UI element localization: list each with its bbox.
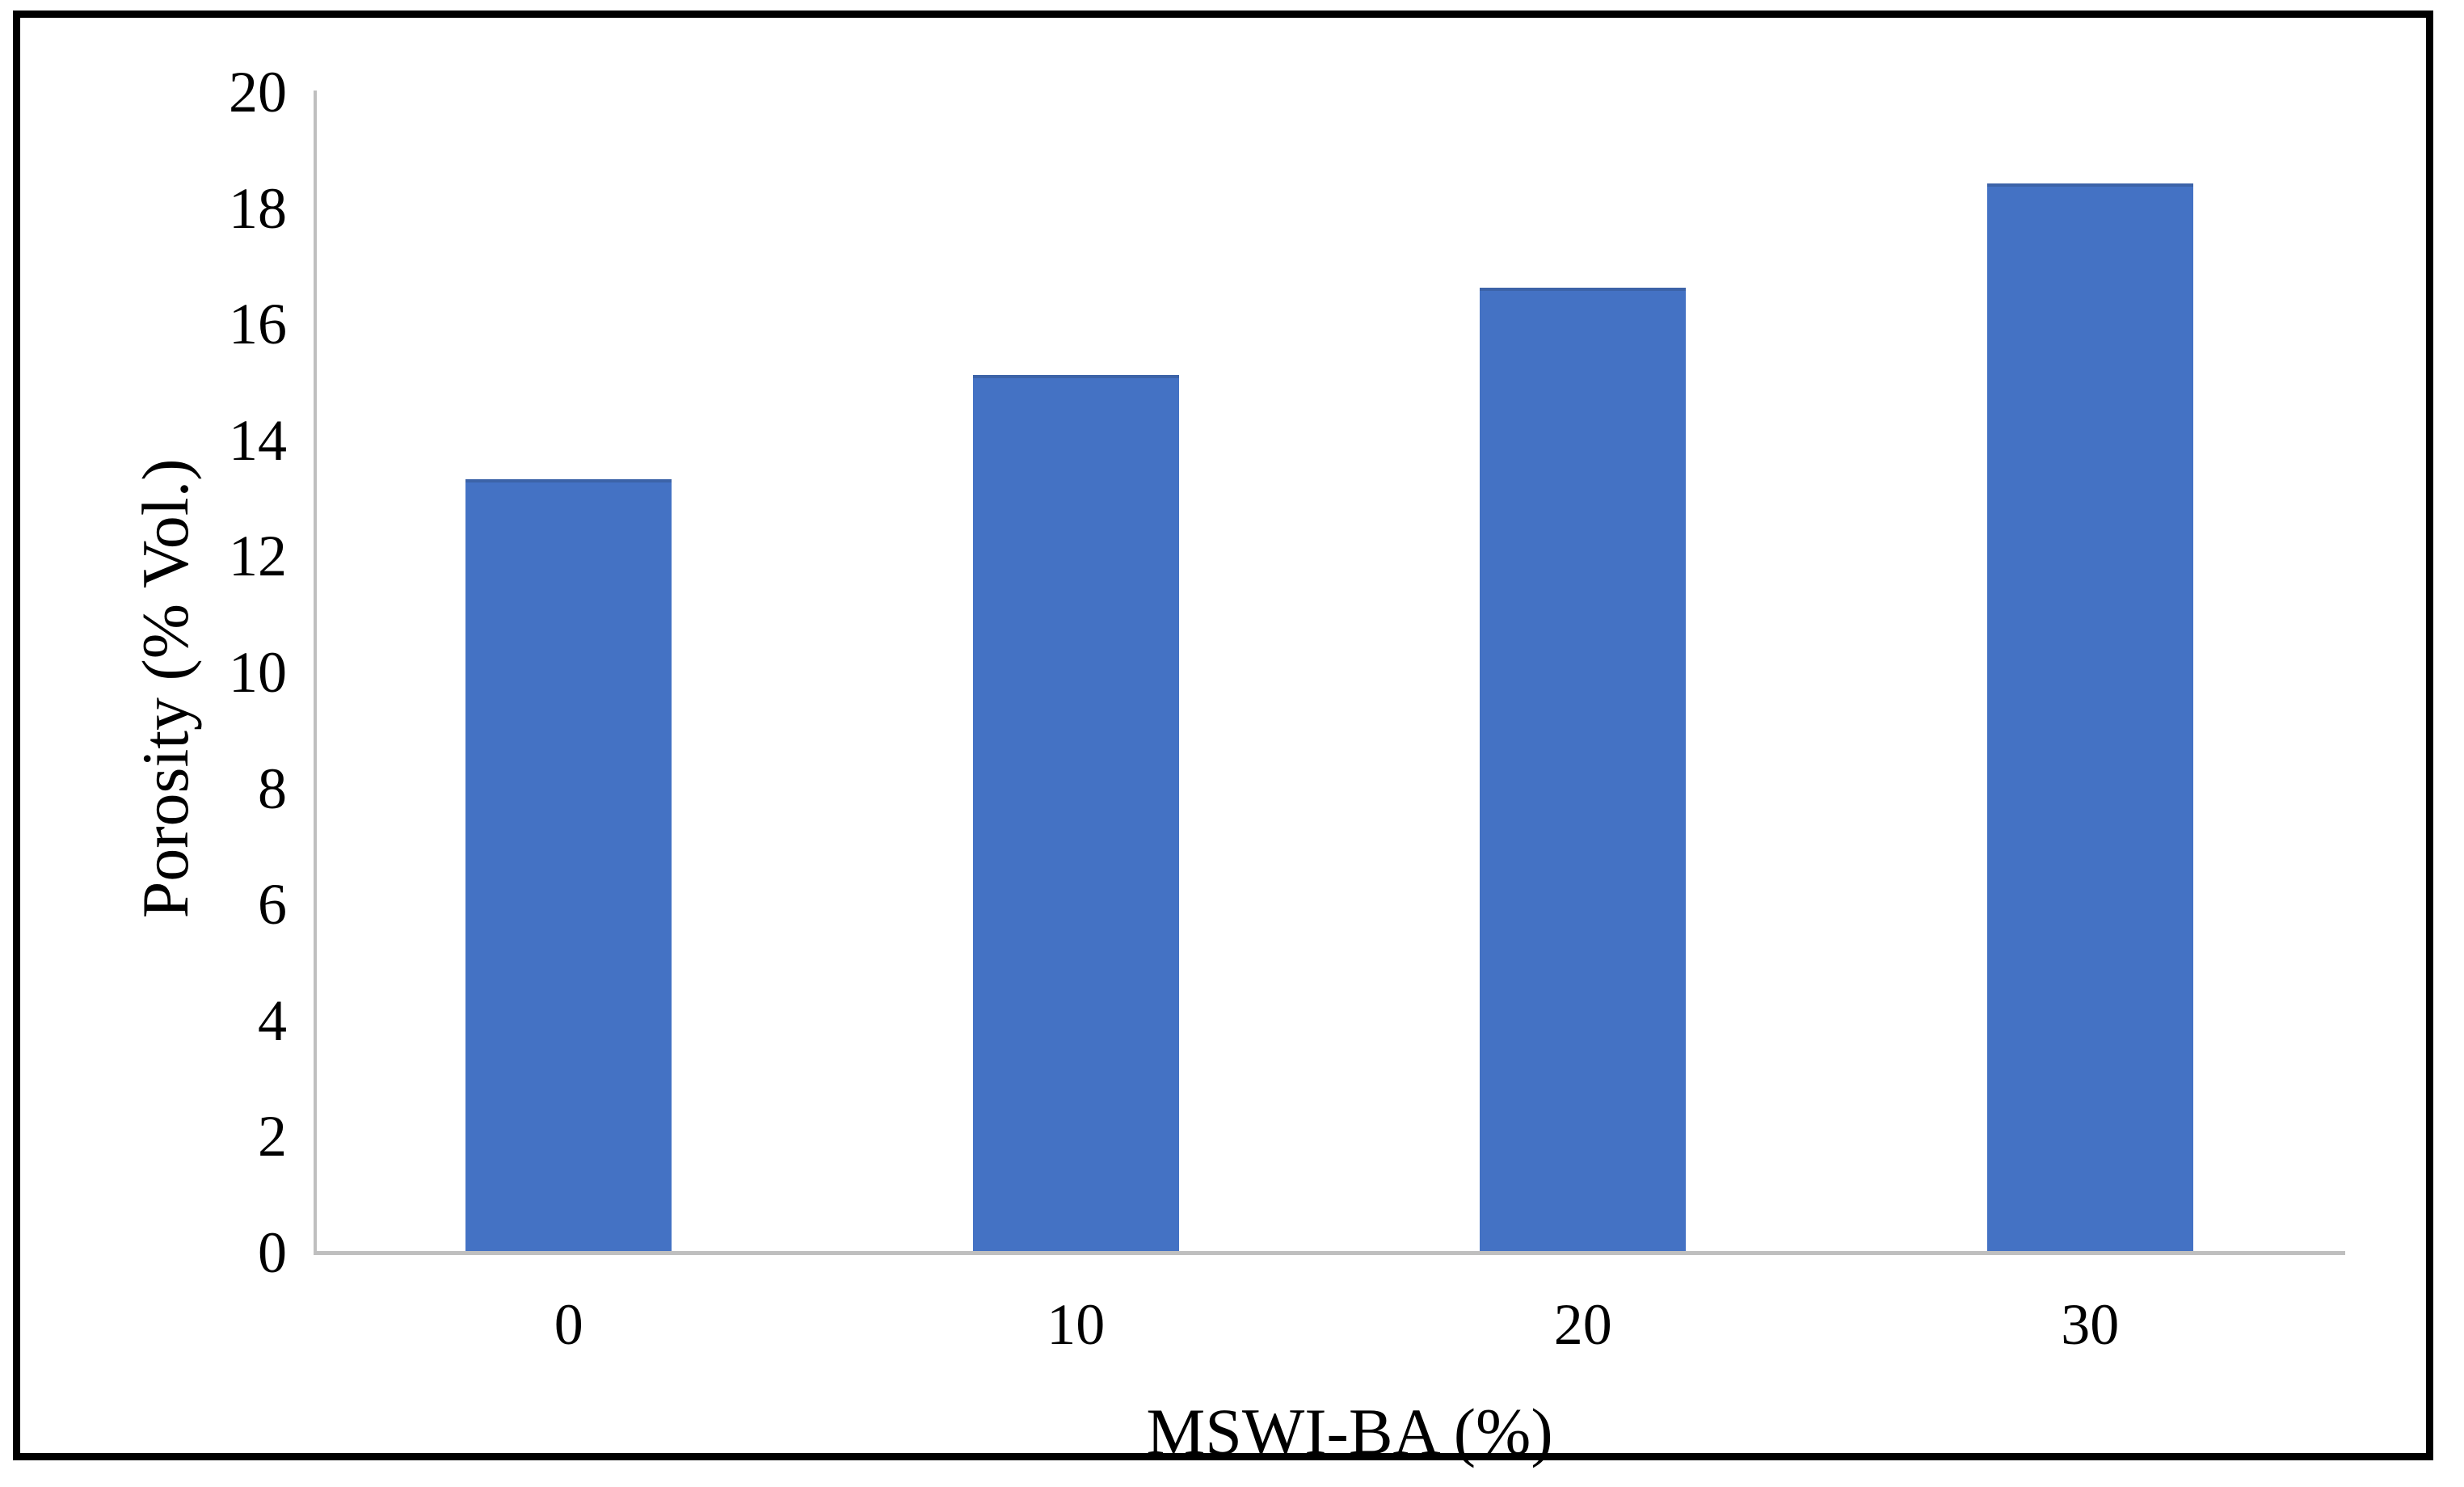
x-tick-label: 10 [1047,1292,1106,1357]
y-tick-label: 14 [229,407,287,473]
y-tick-label: 16 [229,292,287,357]
y-tick-label: 20 [229,60,287,124]
x-axis-title: MSWI-BA (%) [1146,1395,1553,1468]
x-tick-label: 0 [554,1292,583,1357]
y-tick-label: 4 [258,988,287,1053]
bar [1987,183,2193,1251]
y-tick-label: 18 [229,175,287,241]
x-tick-label: 30 [2061,1292,2120,1357]
y-tick-label: 10 [229,640,287,705]
figure-border-frame: Porosity (% Vol.) 0 2 4 6 8 10 12 14 16 18 20 0 10 2… [13,11,2433,1468]
bar [465,479,672,1251]
bar [973,375,1179,1251]
y-tick-label: 0 [258,1220,287,1285]
x-axis-line [314,1251,2345,1255]
y-tick-label: 2 [258,1104,287,1169]
y-axis-line [314,91,317,1254]
y-tick-label: 12 [229,524,287,589]
bar [1480,288,1686,1251]
y-tick-label: 6 [258,872,287,937]
y-tick-label: 8 [258,756,287,821]
x-tick-label: 20 [1553,1292,1612,1357]
